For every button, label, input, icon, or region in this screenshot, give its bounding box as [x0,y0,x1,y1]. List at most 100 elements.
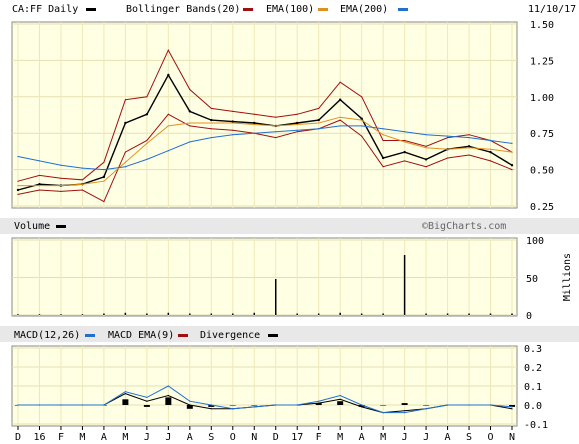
price-tick-label: 1.50 [530,20,554,31]
price-point [60,190,62,193]
price-point [253,113,255,115]
x-tick-label: 16 [33,432,45,443]
price-point [382,166,384,168]
price-point [253,123,255,126]
volume-bars [17,255,513,315]
macd-point [511,406,513,408]
symbol-swatch [86,8,96,11]
volume-unit: Millions [562,253,573,301]
price-series-line-1 [17,49,513,182]
macd-point [167,394,169,397]
price-point [146,142,148,144]
x-tick-label: M [380,432,386,443]
price-point [296,121,299,125]
price-point [146,96,148,98]
price-point [489,150,492,154]
price-point [232,129,234,131]
price-series [16,49,514,203]
price-point [60,177,62,179]
price-point [446,157,449,159]
macd-point [425,408,427,410]
price-point [103,201,105,203]
price-point [124,161,126,163]
price-point [468,154,470,156]
symbol-label: CA:FF Daily [12,4,78,15]
volume-bar [339,312,341,315]
price-point [253,132,255,134]
volume-tick-0: 0 [526,311,532,322]
macd-point [124,393,126,395]
price-point [38,174,41,177]
price-point [468,134,470,136]
divergence-bar [251,405,258,406]
divergence-bar [380,405,387,406]
x-tick-label: F [316,432,322,443]
price-point [403,150,406,154]
price-point [232,122,234,124]
macd-point [296,404,298,406]
price-point [275,116,277,118]
price-point [17,180,19,182]
price-point [210,136,212,139]
price-point [425,166,427,168]
volume-label: Volume [14,221,50,232]
price-point [382,139,384,142]
price-point [232,134,234,136]
macd-legend-divergence: Divergence [200,330,260,341]
price-point [404,139,406,142]
price-point [60,185,62,187]
price-tick-label: 0.25 [530,202,554,213]
divergence-bar [423,405,430,406]
price-point [404,141,406,143]
macd-point [446,404,449,406]
macd-point [146,396,148,398]
macd-tick-label: -0.1 [524,420,548,431]
macd-tick-label: 0.2 [524,363,542,374]
macd-point [253,406,255,408]
chart-header: CA:FF Daily Bollinger Bands(20) EMA(100)… [12,4,576,15]
price-series-line-0 [17,73,513,191]
macd-point [489,404,492,406]
price-point [360,117,363,120]
volume-header-bar [0,218,579,234]
x-tick-label: J [144,432,150,443]
macd-legend-macd: MACD(12,26) [14,330,80,341]
legend-ema200-swatch [398,8,408,11]
chart-date: 11/10/17 [528,4,576,15]
macd-point [167,385,169,387]
macd-header-bar [0,326,579,342]
divergence-bar [122,399,129,405]
volume-bar [382,313,384,315]
price-point [318,128,320,130]
x-tick-label: 17 [291,432,303,443]
macd-tick-label: 0.1 [524,382,542,393]
macd-legend-ema-swatch [178,334,188,337]
volume-bar [103,313,105,315]
macd-point [361,406,363,408]
price-point [17,185,19,187]
divergence-bar [315,403,322,405]
price-point [318,107,320,110]
macd-point [404,412,406,414]
x-tick-label: F [58,432,64,443]
divergence-bar [165,397,172,405]
price-point [210,128,212,130]
x-axis: D 16 F M A M J J A S O N D 17 F M A M J J A S O N [15,426,515,443]
volume-tick-50: 50 [526,274,538,285]
macd-series [15,385,515,414]
price-point [103,169,105,171]
macd-point [210,404,212,406]
price-point [146,158,148,161]
price-point [167,150,169,152]
price-point [361,125,363,127]
price-point [167,113,169,115]
macd-point [382,412,384,414]
price-point [361,119,363,121]
price-point [510,164,514,167]
price-tick-label: 0.50 [530,166,554,177]
x-tick-label: D [15,432,21,443]
legend-bollinger-swatch [243,8,253,11]
price-point [318,122,320,124]
price-point [468,136,470,139]
macd-point [60,404,62,406]
